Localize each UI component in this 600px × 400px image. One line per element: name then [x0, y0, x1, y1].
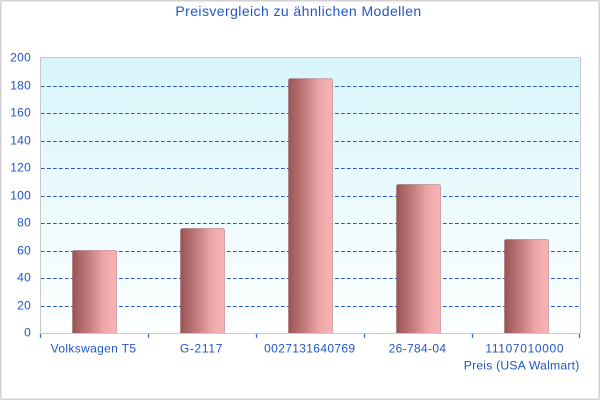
svg-text:Volkswagen T5: Volkswagen T5 [51, 341, 137, 355]
svg-text:180: 180 [10, 79, 31, 93]
svg-text:100: 100 [10, 189, 31, 203]
svg-text:Preisvergleich zu ähnlichen Mo: Preisvergleich zu ähnlichen Modellen [175, 3, 421, 19]
svg-text:120: 120 [10, 161, 31, 175]
svg-text:40: 40 [17, 271, 31, 285]
svg-text:140: 140 [10, 134, 31, 148]
svg-text:60: 60 [17, 244, 31, 258]
svg-text:200: 200 [10, 51, 31, 65]
svg-text:Preis (USA Walmart): Preis (USA Walmart) [464, 359, 580, 373]
svg-text:G-2117: G-2117 [180, 341, 223, 355]
svg-text:0: 0 [24, 325, 31, 339]
svg-text:0027131640769: 0027131640769 [264, 341, 355, 355]
svg-text:80: 80 [17, 216, 31, 230]
svg-text:11107010000: 11107010000 [485, 341, 564, 355]
svg-text:26-784-04: 26-784-04 [389, 341, 447, 355]
svg-text:160: 160 [10, 106, 31, 120]
svg-text:20: 20 [17, 299, 31, 313]
